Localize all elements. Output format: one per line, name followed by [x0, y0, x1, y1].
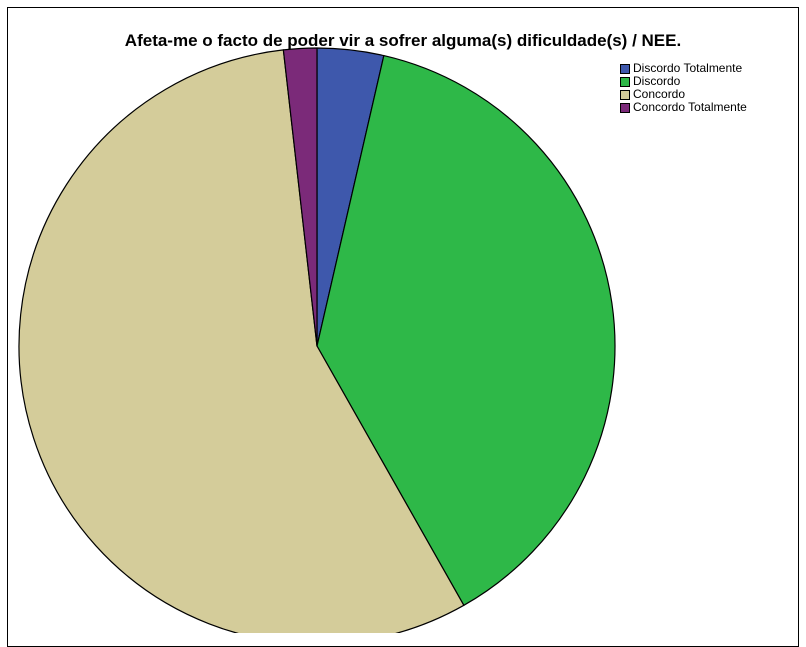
pie-slice-concordo [18, 49, 465, 633]
legend-item: Concordo [620, 88, 747, 101]
legend-label: Discordo Totalmente [633, 61, 743, 75]
pie-slice-discordo [316, 54, 616, 606]
legend-item: Concordo Totalmente [620, 101, 747, 114]
legend-swatch [620, 89, 630, 100]
pie-slice-concordo-totalmente [282, 47, 318, 347]
chart-title: Afeta-me o facto de poder vir a sofrer a… [124, 31, 682, 50]
legend-label: Concordo [633, 87, 686, 101]
legend: Discordo Totalmente Discordo Concordo Conco… [620, 62, 747, 114]
legend-label: Discordo [633, 74, 681, 88]
pie-chart [18, 47, 616, 633]
legend-item: Discordo [620, 75, 747, 88]
legend-swatch [620, 63, 630, 74]
legend-item: Discordo Totalmente [620, 62, 747, 75]
legend-label: Concordo Totalmente [633, 100, 747, 114]
legend-swatch [620, 102, 630, 113]
legend-swatch [620, 76, 630, 87]
